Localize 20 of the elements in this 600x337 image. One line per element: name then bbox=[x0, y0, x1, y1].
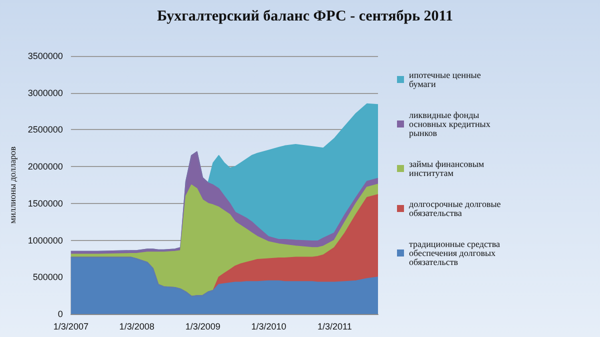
y-tick-label: 3000000 bbox=[28, 88, 63, 98]
legend-label: ликвидные фонды основных кредитных рынков bbox=[409, 110, 493, 138]
legend-label: традиционные средства обеспечения долговых обязательств bbox=[409, 239, 502, 267]
y-tick-label: 1000000 bbox=[28, 235, 63, 246]
x-tick-label: 1/3/2011 bbox=[317, 322, 352, 332]
y-tick-label: 1500000 bbox=[28, 198, 63, 208]
legend-label: ипотечные ценные бумаги bbox=[409, 70, 484, 89]
y-tick-label: 2000000 bbox=[28, 162, 63, 172]
x-tick-label: 1/3/2009 bbox=[185, 322, 220, 332]
chart-title: Бухгалтерский баланс ФРС - сентябрь 2011 bbox=[157, 8, 453, 24]
y-tick-label: 2500000 bbox=[28, 124, 63, 135]
x-tick-label: 1/3/2007 bbox=[53, 322, 88, 332]
y-tick-label: 0 bbox=[58, 309, 63, 319]
y-axis-title: миллионы долларов bbox=[8, 146, 18, 224]
legend-label: займы финансовым институтам bbox=[409, 159, 486, 178]
x-tick-label: 1/3/2010 bbox=[251, 322, 286, 332]
x-tick-label: 1/3/2008 bbox=[119, 322, 154, 332]
y-tick-label: 500000 bbox=[32, 272, 63, 282]
legend-label: долгосрочные долговые обязательства bbox=[409, 199, 503, 218]
y-tick-label: 3500000 bbox=[28, 51, 63, 61]
